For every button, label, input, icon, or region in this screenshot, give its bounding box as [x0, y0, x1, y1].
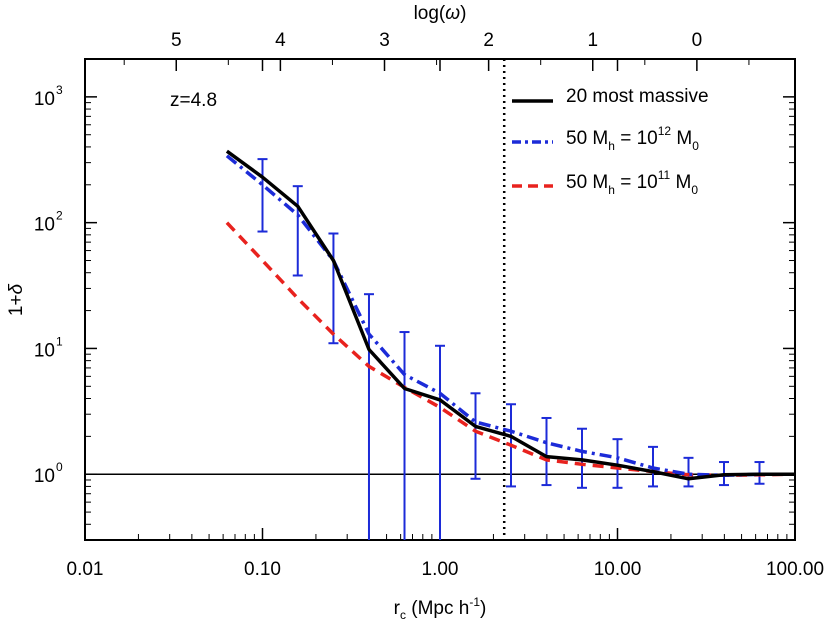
top-tick-label: 5 — [171, 30, 182, 51]
top-tick-label: 3 — [379, 30, 390, 51]
top-axis-ticks: 5 4 3 2 1 0 — [123, 30, 750, 71]
y-tick-label: 10 — [34, 466, 55, 487]
series-line-solid — [225, 149, 795, 481]
data-series — [225, 149, 795, 481]
y-tick-label: 10 — [34, 340, 55, 361]
top-axis-title: log(ω) — [414, 3, 467, 24]
x-axis-title: rc (Mpc h-1) — [394, 595, 487, 622]
legend-label-mh-1e11: 50 Mh = 1011 M0 — [566, 168, 698, 197]
top-tick-label: 4 — [275, 30, 286, 51]
x-tick-label: 10.00 — [594, 559, 642, 580]
y-tick-exponent: 0 — [56, 460, 63, 474]
error-bars — [257, 158, 765, 540]
y-tick-exponent: 1 — [56, 334, 63, 348]
legend-label-20-most-massive: 20 most massive — [566, 86, 709, 107]
y-axis-title: 1+δ — [6, 283, 27, 316]
x-tick-label: 1.00 — [422, 559, 459, 580]
legend: 20 most massive 50 Mh = 1012 M0 50 Mh = … — [512, 86, 709, 197]
x-axis-ticks: 0.01 0.10 1.00 10.00 100.00 — [67, 59, 824, 580]
top-tick-label: 1 — [587, 30, 598, 51]
y-tick-label: 10 — [34, 89, 55, 110]
top-tick-label: 0 — [692, 30, 703, 51]
top-tick-label: 2 — [483, 30, 494, 51]
x-tick-label: 0.10 — [244, 559, 281, 580]
y-tick-exponent: 2 — [56, 209, 63, 223]
x-tick-label: 100.00 — [766, 559, 824, 580]
y-tick-exponent: 3 — [56, 83, 63, 97]
legend-label-mh-1e12: 50 Mh = 1012 M0 — [566, 124, 699, 153]
y-tick-label: 10 — [34, 215, 55, 236]
x-tick-label: 0.01 — [67, 559, 104, 580]
redshift-annotation: z=4.8 — [170, 90, 217, 111]
